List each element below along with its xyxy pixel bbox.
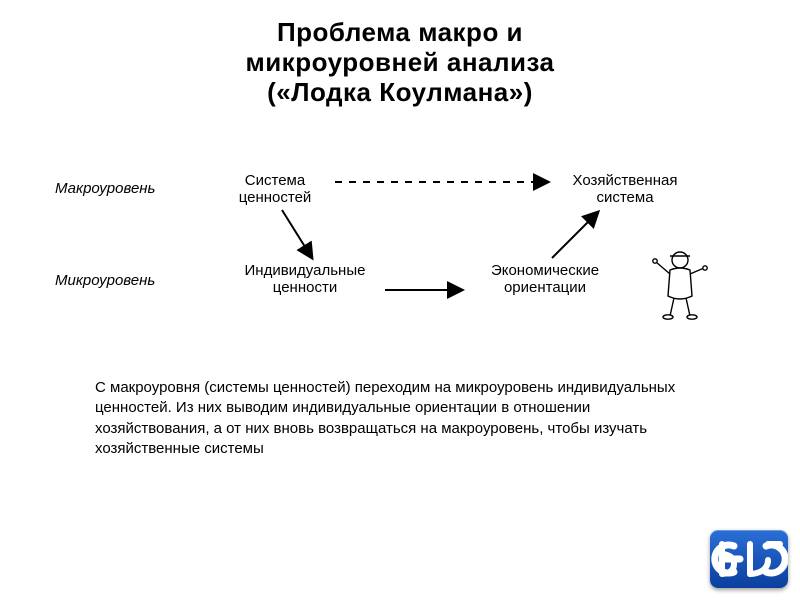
explanation-text: С макроуровня (системы ценностей) перехо… (95, 378, 685, 459)
node-label: Хозяйственная (550, 172, 700, 189)
node-label: ориентации (465, 279, 625, 296)
node-label: Система (215, 172, 335, 189)
slide-title: Проблема макро и микроуровней анализа («… (0, 18, 800, 108)
arrow-macro-to-micro (282, 210, 312, 258)
node-economic-orientations: Экономические ориентации (465, 262, 625, 297)
person-icon (650, 248, 710, 320)
node-label: ценности (215, 279, 395, 296)
node-values-system: Система ценностей (215, 172, 335, 207)
node-label: система (550, 189, 700, 206)
micro-level-label: Микроуровень (55, 272, 155, 289)
node-label: Экономические (465, 262, 625, 279)
node-economic-system: Хозяйственная система (550, 172, 700, 207)
title-line-3: («Лодка Коулмана») (0, 78, 800, 108)
title-line-2: микроуровней анализа (0, 48, 800, 78)
slide-stage: Проблема макро и микроуровней анализа («… (0, 0, 800, 600)
macro-level-label: Макроуровень (55, 180, 155, 197)
corner-logo-icon (710, 530, 788, 588)
node-label: Индивидуальные (215, 262, 395, 279)
node-individual-values: Индивидуальные ценности (215, 262, 395, 297)
node-label: ценностей (215, 189, 335, 206)
title-line-1: Проблема макро и (0, 18, 800, 48)
arrow-micro-to-macro (552, 212, 598, 258)
